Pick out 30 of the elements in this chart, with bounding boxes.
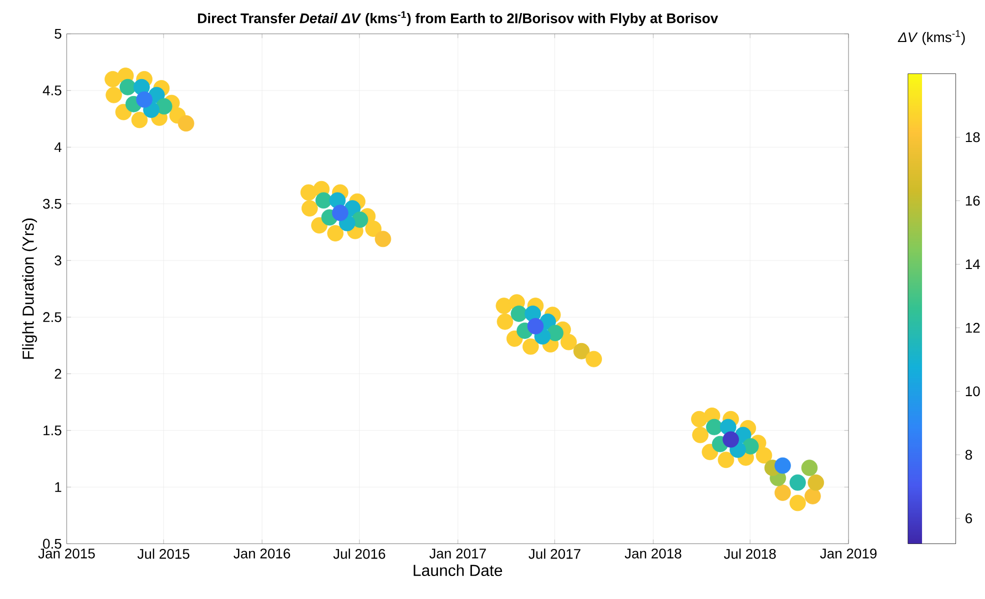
x-tick-label: Jan 2017 (429, 548, 486, 559)
y-tick-label: 1.5 (44, 426, 62, 436)
x-tick-label: Jul 2015 (137, 548, 190, 560)
color-bar-title: ΔV (kms$^{-1}$) (898, 30, 965, 46)
color-bar-label: 6 (966, 514, 972, 524)
color-bar-label: 14 (966, 260, 980, 270)
y-tick-label: 0.5 (43, 539, 62, 549)
x-axis-title: Launch Date (414, 564, 502, 576)
y-tick-label: 2 (54, 369, 62, 379)
chart-title: Direct Transfer Detail ΔV (kms$^{-1}$) from Earth to 2I/Borisov with Flyby at Borisov (198, 11, 718, 26)
y-tick-label: 5 (54, 29, 62, 39)
color-bar-label: 16 (966, 196, 980, 206)
x-tick-label: Jul 2018 (724, 548, 776, 560)
x-tick-label: Jul 2017 (528, 548, 580, 560)
y-tick-label: 1 (55, 482, 62, 492)
y-tick-label: 3 (54, 256, 62, 266)
y-tick-label: 4 (54, 142, 62, 152)
x-tick-label: Jan 2015 (38, 548, 95, 559)
x-tick-label: Jan 2019 (820, 548, 877, 559)
color-bar-label: 12 (966, 323, 980, 333)
x-tick-label: Jan 2016 (234, 548, 290, 559)
color-bar-label: 10 (966, 386, 980, 396)
y-tick-label: 4.5 (42, 86, 62, 96)
x-tick-label: Jan 2018 (624, 548, 682, 559)
color-bar-label: 8 (965, 450, 972, 460)
y-axis-title: Flight Duration (Yrs) (22, 218, 37, 360)
x-tick-label: Jul 2016 (333, 548, 386, 560)
y-tick-label: 3.5 (43, 199, 62, 209)
y-tick-label: 2.5 (43, 312, 62, 322)
color-bar-label: 18 (966, 132, 980, 142)
